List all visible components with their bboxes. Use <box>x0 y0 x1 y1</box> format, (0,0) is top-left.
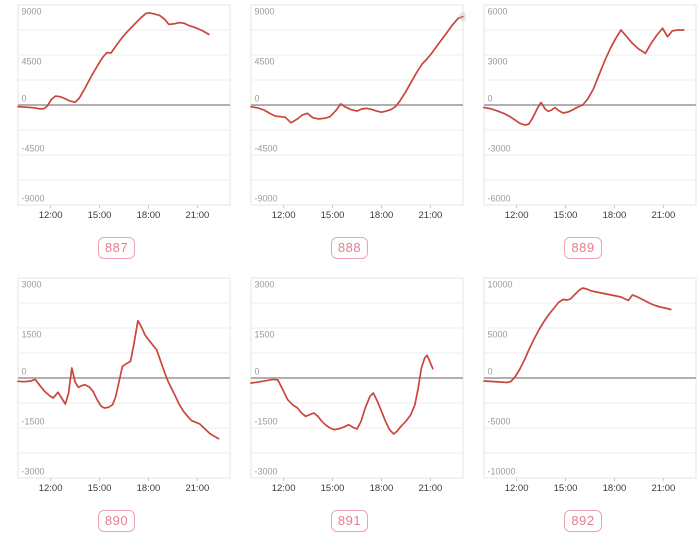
y-axis-label: 4500 <box>255 57 275 67</box>
y-axis-label: -9000 <box>255 194 278 204</box>
chart-cell-888: 9000 4500 0 -4500 -9000 12:00 15:00 18:00 21:00 8… <box>233 0 466 273</box>
y-axis-label: 0 <box>488 367 493 377</box>
machine-number-badge[interactable]: 892 <box>564 509 602 532</box>
payout-line-series <box>483 27 685 126</box>
x-axis-label: 12:00 <box>39 210 63 221</box>
y-axis-label: 1500 <box>22 330 42 340</box>
y-axis-label: 0 <box>255 94 260 104</box>
y-axis-label: 9000 <box>22 7 42 17</box>
y-axis-label: -4500 <box>255 144 278 154</box>
x-axis-label: 15:00 <box>321 483 345 494</box>
machine-number-badge[interactable]: 889 <box>564 236 602 259</box>
x-axis-label: 15:00 <box>321 210 345 221</box>
y-axis-label: 4500 <box>22 57 42 67</box>
x-axis-label: 12:00 <box>505 210 529 221</box>
x-axis-label: 15:00 <box>88 483 112 494</box>
payout-line-series <box>483 287 672 384</box>
x-axis-label: 18:00 <box>370 210 394 221</box>
line-chart-887: 9000 4500 0 -4500 -9000 12:00 15:00 18:00 21:00 <box>17 4 231 221</box>
chart-cell-891: 3000 1500 0 -1500 -3000 12:00 15:00 18:00 21:00 8… <box>233 273 466 546</box>
x-axis-label: 12:00 <box>505 483 529 494</box>
y-axis-label: -9000 <box>22 194 45 204</box>
line-chart-892: 10000 5000 0 -5000 -10000 12:00 15:00 18:00 21:0… <box>483 277 697 494</box>
x-axis-label: 21:00 <box>651 210 675 221</box>
x-axis-label: 21:00 <box>651 483 675 494</box>
y-axis-label: -1500 <box>22 417 45 427</box>
x-axis-label: 15:00 <box>554 483 578 494</box>
y-axis-label: 0 <box>488 94 493 104</box>
line-chart-889: 6000 3000 0 -3000 -6000 12:00 15:00 18:00 21:00 <box>483 4 697 221</box>
badge-row: 891 <box>233 495 466 546</box>
x-axis-label: 12:00 <box>272 210 296 221</box>
x-axis-label: 21:00 <box>418 210 442 221</box>
badge-row: 890 <box>0 495 233 546</box>
y-axis-label: 3000 <box>488 57 508 67</box>
y-axis-label: -1500 <box>255 417 278 427</box>
y-axis-label: 10000 <box>488 280 513 290</box>
y-axis-label: 6000 <box>488 7 508 17</box>
badge-row: 887 <box>0 222 233 273</box>
machine-number-badge[interactable]: 888 <box>330 236 369 259</box>
payout-line-series <box>250 354 434 435</box>
x-axis-label: 18:00 <box>137 483 161 494</box>
y-axis-label: -10000 <box>488 467 516 477</box>
x-axis-label: 21:00 <box>185 210 209 221</box>
x-axis-label: 21:00 <box>418 483 442 494</box>
y-axis-label: -6000 <box>488 194 511 204</box>
payout-line-series <box>17 319 220 440</box>
chart-cell-892: 10000 5000 0 -5000 -10000 12:00 15:00 18:00 21:0… <box>466 273 700 546</box>
x-axis-label: 12:00 <box>39 483 63 494</box>
chart-cell-890: 3000 1500 0 -1500 -3000 12:00 15:00 18:00 21:00 8… <box>0 273 233 546</box>
line-chart-890: 3000 1500 0 -1500 -3000 12:00 15:00 18:00 21:00 <box>17 277 231 494</box>
badge-row: 888 <box>233 222 466 273</box>
line-chart-888: 9000 4500 0 -4500 -9000 12:00 15:00 18:00 21:00 <box>250 4 466 221</box>
line-chart-891: 3000 1500 0 -1500 -3000 12:00 15:00 18:00 21:00 <box>250 277 464 494</box>
machine-number-badge[interactable]: 887 <box>97 236 136 259</box>
badge-row: 889 <box>466 222 700 273</box>
y-axis-label: -3000 <box>255 467 278 477</box>
y-axis-label: 0 <box>255 367 260 377</box>
x-axis-label: 15:00 <box>88 210 112 221</box>
machine-number-badge[interactable]: 890 <box>97 509 136 532</box>
y-axis-label: 5000 <box>488 330 508 340</box>
x-axis-label: 12:00 <box>272 483 296 494</box>
y-axis-label: 3000 <box>22 280 42 290</box>
chart-cell-887: 9000 4500 0 -4500 -9000 12:00 15:00 18:00 21:00 8… <box>0 0 233 273</box>
y-axis-label: -3000 <box>488 144 511 154</box>
y-axis-label: -5000 <box>488 417 511 427</box>
y-axis-label: 3000 <box>255 280 275 290</box>
y-axis-label: 0 <box>22 94 27 104</box>
chart-cell-889: 6000 3000 0 -3000 -6000 12:00 15:00 18:00 21:00 8… <box>466 0 700 273</box>
y-axis-label: -3000 <box>22 467 45 477</box>
payout-line-series <box>250 15 464 124</box>
x-axis-label: 15:00 <box>554 210 578 221</box>
line-end-marker <box>458 12 466 22</box>
badge-row: 892 <box>466 495 700 546</box>
machine-number-badge[interactable]: 891 <box>330 509 369 532</box>
y-axis-label: 1500 <box>255 330 275 340</box>
y-axis-label: 9000 <box>255 7 275 17</box>
x-axis-label: 21:00 <box>185 483 209 494</box>
y-axis-label: 0 <box>22 367 27 377</box>
payout-line-series <box>17 11 210 110</box>
y-axis-label: -4500 <box>22 144 45 154</box>
x-axis-label: 18:00 <box>370 483 394 494</box>
x-axis-label: 18:00 <box>137 210 161 221</box>
x-axis-label: 18:00 <box>603 483 627 494</box>
x-axis-label: 18:00 <box>603 210 627 221</box>
